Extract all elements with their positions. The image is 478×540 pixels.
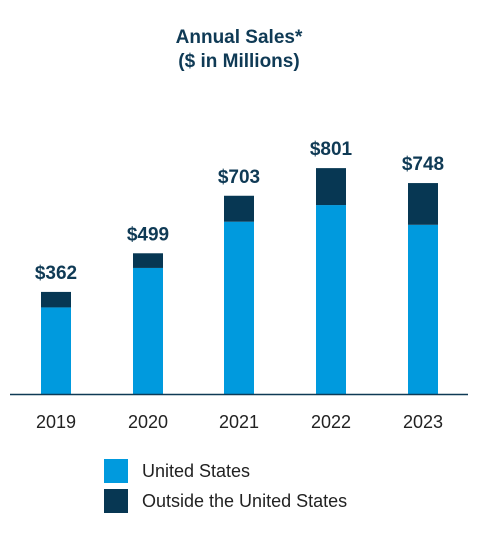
legend-swatch-united-states — [104, 459, 128, 483]
legend-item-outside-united-states: Outside the United States — [104, 488, 347, 514]
bar-us-2023 — [408, 224, 438, 394]
legend-item-united-states: United States — [104, 458, 250, 484]
data-label-2022: $801 — [310, 139, 353, 160]
sales-bar-chart: $362 2019 $499 2020 $703 2021 $801 2022 $748 2023 — [10, 139, 468, 432]
bar-outside-2023 — [408, 183, 438, 225]
bar-outside-2019 — [41, 291, 71, 308]
legend-label-outside-united-states: Outside the United States — [142, 490, 348, 511]
data-label-2023: $748 — [402, 154, 444, 175]
x-tick-label-2020: 2020 — [128, 412, 168, 432]
bar-us-2021 — [224, 221, 254, 394]
bar-outside-2020 — [133, 253, 163, 268]
x-tick-label-2021: 2021 — [219, 412, 259, 432]
data-label-2020: $499 — [127, 224, 169, 245]
legend-swatch-outside-united-states — [104, 489, 128, 513]
bar-us-2019 — [41, 307, 71, 394]
chart-subtitle: ($ in Millions) — [178, 51, 300, 72]
bar-us-2022 — [316, 205, 346, 394]
bar-us-2020 — [133, 267, 163, 394]
x-tick-label-2023: 2023 — [403, 412, 443, 432]
data-label-2021: $703 — [218, 167, 260, 188]
legend-label-united-states: United States — [142, 460, 251, 481]
x-tick-label-2019: 2019 — [36, 412, 76, 432]
bar-outside-2022 — [316, 168, 346, 206]
x-tick-label-2022: 2022 — [311, 412, 351, 432]
data-label-2019: $362 — [35, 263, 77, 284]
chart-title: Annual Sales* — [175, 27, 303, 48]
bar-outside-2021 — [224, 195, 254, 222]
